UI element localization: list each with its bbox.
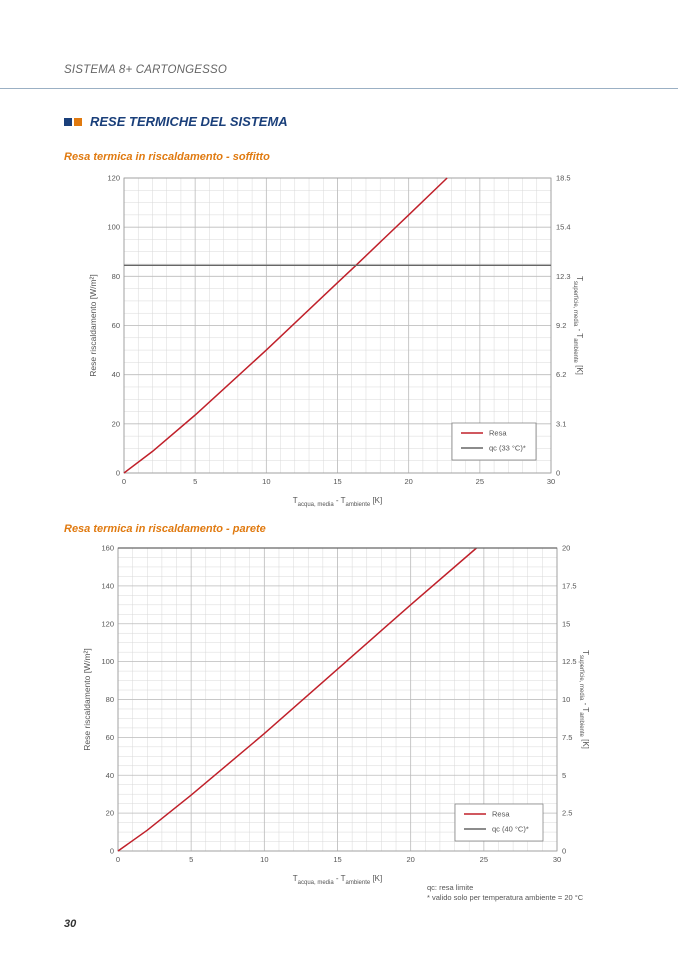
chart1-legend-entry: Resa (489, 429, 507, 438)
chart1-y2-axis-label-part-2: - T (575, 326, 584, 338)
section-square-blue (64, 117, 72, 126)
chart1-x-tick-label: 0 (122, 477, 126, 486)
chart1-x-tick-label: 15 (333, 477, 341, 486)
chart1-x-axis-label-part-1: acqua, media (298, 502, 335, 508)
chart2-y-tick-label: 140 (101, 581, 114, 590)
section-title: RESE TERMICHE DEL SISTEMA (90, 114, 288, 129)
chart2-y2-tick-label: 15 (562, 619, 570, 628)
chart1-y2-axis-label-part-1: superficie, media (572, 281, 578, 327)
chart1-x-axis-label-part-2: - T (334, 496, 346, 505)
chart1-title: Resa termica in riscaldamento - soffitto (64, 151, 270, 163)
chart2-title: Resa termica in riscaldamento - parete (64, 523, 266, 535)
chart2-y-axis-label: Rese riscaldamento [W/m²] (82, 648, 92, 751)
chart1-y-tick-label: 80 (112, 272, 120, 281)
document-header: SISTEMA 8+ CARTONGESSO (64, 64, 227, 76)
footnote-ambient: * valido solo per temperatura ambiente =… (427, 893, 584, 902)
chart1-x-tick-label: 25 (476, 477, 484, 486)
chart1-x-tick-label: 30 (547, 477, 555, 486)
chart2-y-tick-label: 20 (106, 809, 114, 818)
chart2-legend-entry: Resa (492, 810, 510, 819)
chart2-y2-tick-label: 7.5 (562, 733, 572, 742)
chart1-y2-axis-label-part-3: ambiente (572, 338, 578, 363)
chart1-y-tick-label: 120 (107, 174, 120, 183)
chart2-x-axis-label-part-2: - T (334, 874, 346, 883)
chart2-y2-tick-label: 12.5 (562, 657, 577, 666)
chart1-y-tick-label: 20 (112, 419, 120, 428)
chart1-y2-tick-label: 15.4 (556, 223, 571, 232)
chart2-x-axis-label-part-1: acqua, media (298, 880, 335, 886)
chart1-y2-axis-label-part-0: T (575, 276, 584, 281)
chart2-y2-axis-label-part-0: T (581, 650, 590, 655)
chart2-x-axis-label-part-3: ambiente (346, 880, 371, 886)
chart1-x-axis-label-part-0: T (293, 496, 298, 505)
chart1-y2-axis-label: Tsuperficie, media - Tambiente [K] (572, 276, 584, 375)
chart1-y2-tick-label: 12.3 (556, 272, 571, 281)
chart2-y2-axis-label-part-2: - T (581, 700, 590, 712)
chart2-y-tick-label: 80 (106, 695, 114, 704)
chart1-y2-axis-label-part-4: [K] (575, 363, 584, 375)
chart2-y2-axis-label-part-3: ambiente (578, 712, 584, 737)
chart1-y2-tick-label: 9.2 (556, 321, 566, 330)
chart2-y-tick-label: 40 (106, 771, 114, 780)
chart1-y2-tick-label: 18.5 (556, 174, 571, 183)
section-square-orange (74, 117, 82, 126)
chart1-y-axis-label: Rese riscaldamento [W/m²] (88, 274, 98, 377)
chart1-y-tick-label: 40 (112, 370, 120, 379)
chart2-y-tick-label: 120 (101, 619, 114, 628)
header-divider (0, 88, 678, 89)
chart1-x-axis-label-part-4: [K] (370, 496, 382, 505)
chart2-legend-box (454, 803, 544, 842)
chart1-y2-tick-label: 6.2 (556, 370, 566, 379)
chart2-x-tick-label: 20 (406, 855, 414, 864)
chart2-y2-tick-label: 20 (562, 544, 570, 553)
chart2-series-resa-line (117, 547, 477, 852)
chart1-x-tick-label: 20 (404, 477, 412, 486)
chart1-y-tick-label: 100 (107, 223, 120, 232)
chart2-x-tick-label: 25 (480, 855, 488, 864)
chart1-plot-frame (123, 177, 552, 474)
chart1-series-resa-line (123, 177, 448, 474)
chart2-y2-axis-label-part-4: [K] (581, 737, 590, 749)
chart1-x-axis-label: Tacqua, media - Tambiente [K] (293, 496, 382, 508)
chart2-x-axis-label: Tacqua, media - Tambiente [K] (293, 874, 382, 886)
chart2-x-tick-label: 15 (333, 855, 341, 864)
chart2-x-tick-label: 10 (260, 855, 268, 864)
chart2-y2-tick-label: 10 (562, 695, 570, 704)
chart1-x-tick-label: 10 (262, 477, 270, 486)
chart2-y2-axis-label-part-1: superficie, media (578, 655, 584, 701)
chart2-y2-tick-label: 5 (562, 771, 566, 780)
chart1-legend-entry: qᴄ (33 °C)* (489, 444, 526, 453)
chart2-y2-tick-label: 17.5 (562, 581, 577, 590)
chart1-legend-box (451, 422, 537, 461)
chart2-x-tick-label: 5 (189, 855, 193, 864)
chart2-group: 0 5 10 15 20 25 3002040608010012014016002.557.… (82, 544, 590, 887)
chart1-y2-tick-label: 0 (556, 469, 560, 478)
chart1-y-tick-label: 0 (116, 469, 120, 478)
chart2-x-axis-label-part-4: [K] (370, 874, 382, 883)
chart1-y-tick-label: 60 (112, 321, 120, 330)
footnote-qc: qᴄ: resa limite (427, 883, 474, 892)
chart1-x-tick-label: 5 (193, 477, 197, 486)
chart1-y2-tick-label: 3.1 (556, 419, 566, 428)
section-heading: RESE TERMICHE DEL SISTEMA (64, 114, 288, 129)
chart2-y2-tick-label: 0 (562, 847, 566, 856)
chart2-legend-entry: qᴄ (40 °C)* (492, 825, 529, 834)
chart2-y-tick-label: 0 (110, 847, 114, 856)
chart2-y-tick-label: 100 (101, 657, 114, 666)
chart2-y2-tick-label: 2.5 (562, 809, 572, 818)
chart1-x-axis-label-part-3: ambiente (346, 502, 371, 508)
chart2-y-tick-label: 60 (106, 733, 114, 742)
page-number: 30 (64, 918, 77, 930)
chart1-group: 0 5 10 15 20 25 3002040608010012003.16.29.212.… (88, 174, 584, 509)
chart2-y-tick-label: 160 (101, 544, 114, 553)
chart2-x-tick-label: 30 (553, 855, 561, 864)
chart2-y2-axis-label: Tsuperficie, media - Tambiente [K] (578, 650, 590, 749)
chart2-x-axis-label-part-0: T (293, 874, 298, 883)
chart2-x-tick-label: 0 (116, 855, 120, 864)
